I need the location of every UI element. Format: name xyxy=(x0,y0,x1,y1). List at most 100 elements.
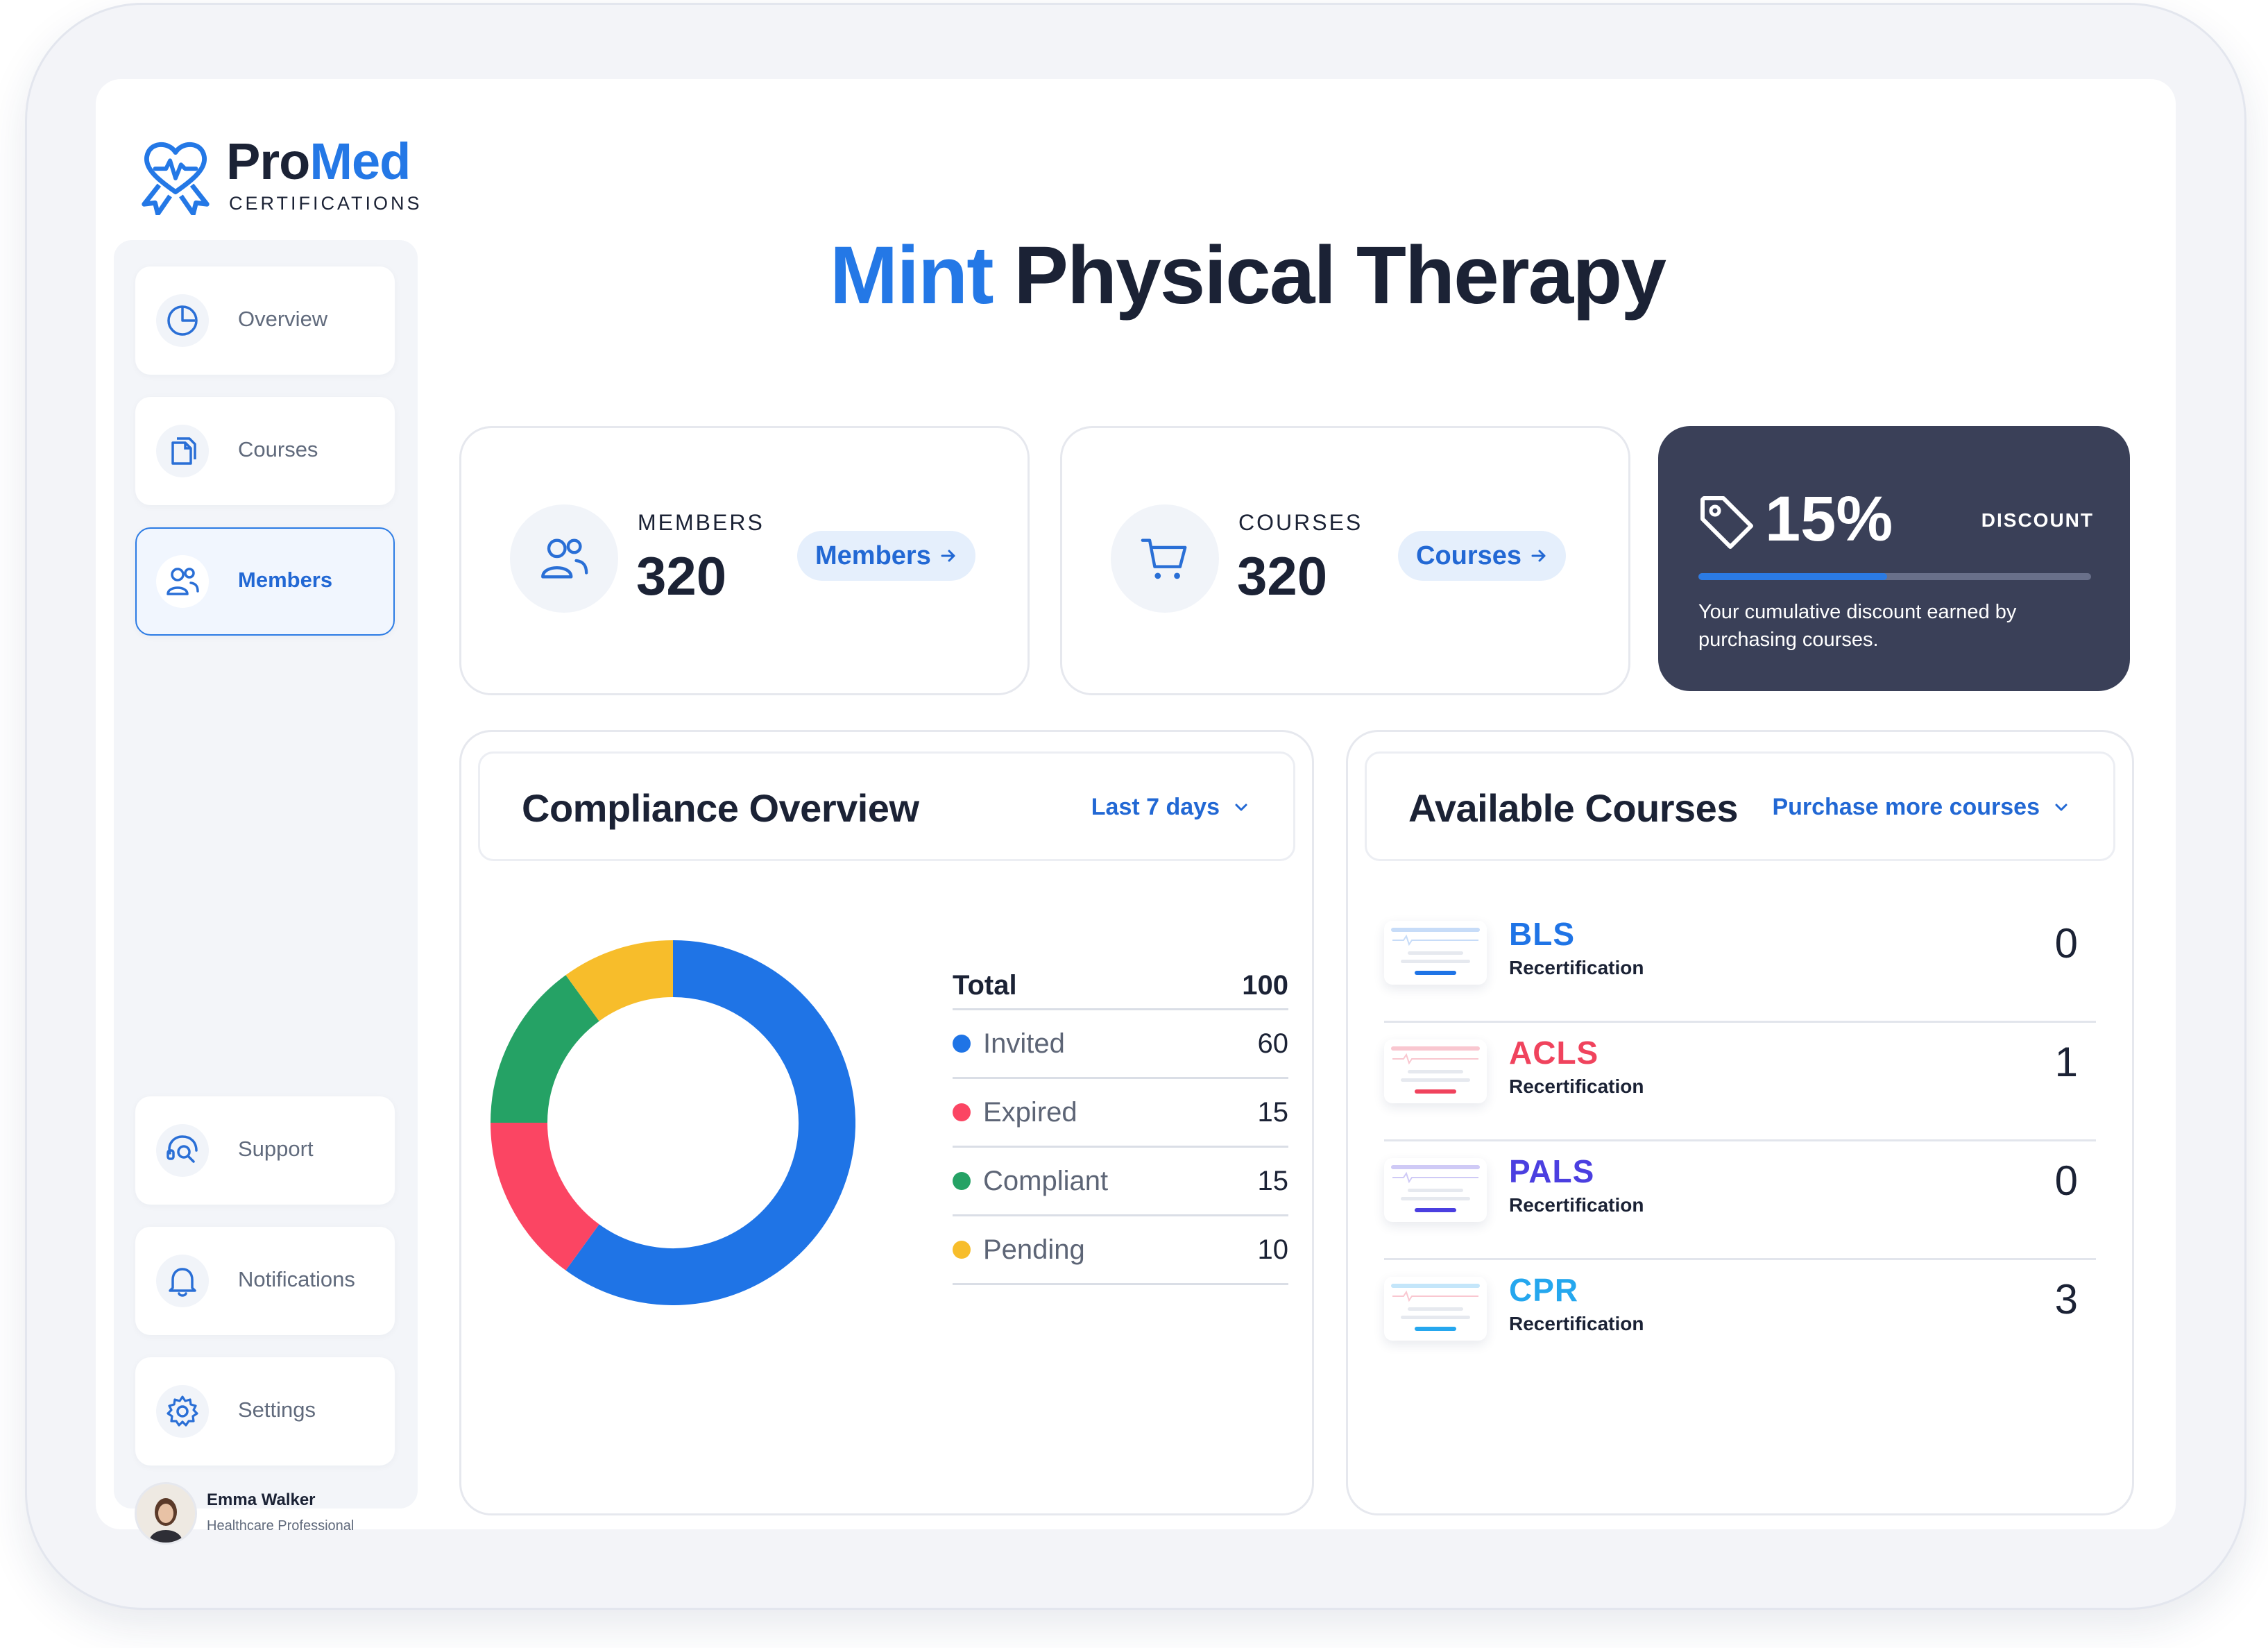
course-row-cpr[interactable]: CPR Recertification 3 xyxy=(1384,1260,2096,1377)
brand-logo[interactable]: ProMed CERTIFICATIONS xyxy=(135,133,481,216)
discount-card: 15% DISCOUNT Your cumulative discount ea… xyxy=(1658,426,2130,691)
discount-progress-fill xyxy=(1698,573,1887,580)
compliance-panel: Compliance Overview Last 7 days Total 10… xyxy=(459,730,1314,1515)
legend-row-expired: Expired 15 xyxy=(953,1079,1288,1148)
sidebar-item-label: Members xyxy=(238,568,333,592)
courses-count: 320 xyxy=(1237,545,1328,606)
user-role: Healthcare Professional xyxy=(207,1518,355,1534)
cart-icon xyxy=(1111,504,1219,613)
sidebar-item-label: Settings xyxy=(238,1398,316,1422)
date-range-dropdown[interactable]: Last 7 days xyxy=(1091,794,1250,821)
certificate-thumbnail-icon xyxy=(1384,1158,1487,1222)
legend-total-label: Total xyxy=(953,969,1017,1001)
certificate-thumbnail-icon xyxy=(1384,921,1487,985)
bell-icon xyxy=(156,1255,209,1307)
members-button[interactable]: Members xyxy=(797,531,975,581)
course-row-bls[interactable]: BLS Recertification 0 xyxy=(1384,904,2096,1023)
arrow-right-icon xyxy=(941,550,955,562)
chevron-down-icon xyxy=(2055,804,2067,810)
sidebar-item-notifications[interactable]: Notifications xyxy=(135,1227,395,1335)
legend-label: Pending xyxy=(983,1234,1085,1265)
purchase-more-label: Purchase more courses xyxy=(1772,794,2040,820)
course-count: 3 xyxy=(2054,1276,2078,1323)
sidebar-item-settings[interactable]: Settings xyxy=(135,1357,395,1466)
members-count: 320 xyxy=(636,545,727,606)
chevron-down-icon xyxy=(1235,804,1247,810)
documents-icon xyxy=(156,425,209,477)
available-courses-title: Available Courses xyxy=(1408,786,1738,830)
course-row-pals[interactable]: PALS Recertification 0 xyxy=(1384,1141,2096,1260)
donut-slice-pending xyxy=(565,940,674,1022)
course-subtitle: Recertification xyxy=(1509,1313,1644,1334)
members-button-label: Members xyxy=(815,541,931,570)
legend-value: 15 xyxy=(1257,1096,1289,1128)
legend-value: 15 xyxy=(1257,1165,1289,1196)
expired-dot xyxy=(953,1103,971,1121)
discount-description: Your cumulative discount earned by purch… xyxy=(1698,601,2017,651)
legend-label: Invited xyxy=(983,1028,1065,1059)
page-title-accent: Mint xyxy=(830,230,994,321)
pie-chart-icon xyxy=(156,294,209,347)
avatar xyxy=(135,1482,197,1545)
legend-value: 60 xyxy=(1257,1028,1289,1059)
donut-slice-compliant xyxy=(491,975,600,1123)
legend-row-compliant: Compliant 15 xyxy=(953,1148,1288,1216)
app-screen: ProMed CERTIFICATIONS Overview Courses M… xyxy=(96,79,2176,1545)
compliance-header: Compliance Overview Last 7 days xyxy=(478,751,1295,861)
date-range-label: Last 7 days xyxy=(1091,794,1220,820)
brand-name-part1: Pro xyxy=(226,133,310,190)
brand-subtitle: CERTIFICATIONS xyxy=(229,193,423,214)
sidebar-item-overview[interactable]: Overview xyxy=(135,266,395,375)
legend-label: Compliant xyxy=(983,1165,1109,1196)
arrow-right-icon xyxy=(1531,550,1546,562)
course-name: ACLS xyxy=(1509,1035,1599,1071)
sidebar: Overview Courses Members Support Notific… xyxy=(114,240,418,1545)
sidebar-item-courses[interactable]: Courses xyxy=(135,397,395,505)
sidebar-item-support[interactable]: Support xyxy=(135,1096,395,1205)
heart-ribbon-logo-icon xyxy=(142,142,210,215)
gear-icon xyxy=(156,1385,209,1438)
user-name: Emma Walker xyxy=(207,1490,316,1509)
available-courses-panel: Available Courses Purchase more courses … xyxy=(1346,730,2134,1515)
course-name: PALS xyxy=(1509,1153,1595,1189)
courses-stat-card: COURSES 320 Courses xyxy=(1060,426,1630,695)
discount-label: DISCOUNT xyxy=(1981,509,2094,531)
course-row-acls[interactable]: ACLS Recertification 1 xyxy=(1384,1023,2096,1141)
page-title: Mint Physical Therapy xyxy=(457,228,2038,323)
donut-slice-expired xyxy=(491,1122,600,1271)
legend-label: Expired xyxy=(983,1096,1077,1128)
sidebar-item-members[interactable]: Members xyxy=(135,527,395,636)
pending-dot xyxy=(953,1241,971,1259)
brand-name-part2: Med xyxy=(309,133,411,190)
legend-row-invited: Invited 60 xyxy=(953,1010,1288,1079)
users-icon xyxy=(510,504,618,613)
sidebar-item-label: Courses xyxy=(238,437,318,461)
course-count: 1 xyxy=(2054,1039,2078,1085)
course-subtitle: Recertification xyxy=(1509,1076,1644,1097)
compliant-dot xyxy=(953,1172,971,1190)
compliance-title: Compliance Overview xyxy=(522,786,919,830)
courses-button[interactable]: Courses xyxy=(1398,531,1567,581)
discount-value: 15% xyxy=(1765,484,1893,554)
legend-value: 10 xyxy=(1257,1234,1289,1265)
available-courses-header: Available Courses Purchase more courses xyxy=(1365,751,2115,861)
users-icon xyxy=(156,555,209,608)
course-name: BLS xyxy=(1509,916,1575,952)
invited-dot xyxy=(953,1035,971,1053)
donut-slice-invited xyxy=(565,940,855,1305)
course-count: 0 xyxy=(2054,920,2078,967)
members-label: MEMBERS xyxy=(638,510,765,535)
page-title-rest: Physical Therapy xyxy=(1014,230,1666,321)
sidebar-item-label: Notifications xyxy=(238,1267,355,1291)
certificate-thumbnail-icon xyxy=(1384,1039,1487,1103)
sidebar-item-label: Overview xyxy=(238,307,328,331)
course-count: 0 xyxy=(2054,1157,2078,1204)
discount-progress-bar xyxy=(1698,573,2091,580)
courses-label: COURSES xyxy=(1238,510,1363,535)
course-list: BLS Recertification 0 ACLS Recertificati… xyxy=(1384,904,2096,1377)
user-profile[interactable]: Emma Walker Healthcare Professional xyxy=(135,1482,412,1552)
members-stat-card: MEMBERS 320 Members xyxy=(459,426,1030,695)
courses-button-label: Courses xyxy=(1416,541,1522,570)
tag-icon xyxy=(1700,496,1753,549)
purchase-more-courses-dropdown[interactable]: Purchase more courses xyxy=(1772,794,2070,821)
